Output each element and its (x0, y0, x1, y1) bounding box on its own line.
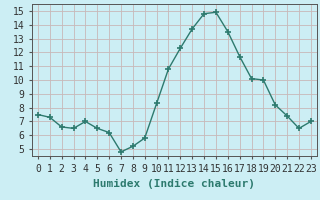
X-axis label: Humidex (Indice chaleur): Humidex (Indice chaleur) (93, 179, 255, 189)
